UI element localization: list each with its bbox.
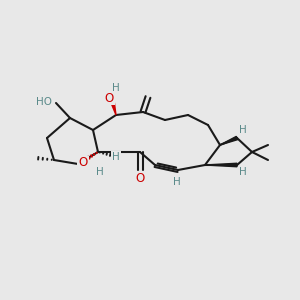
Text: H: H [173,177,181,187]
Text: H: H [112,83,120,93]
Text: H: H [239,125,247,135]
Text: O: O [78,157,88,169]
Text: O: O [104,92,114,104]
Text: HO: HO [36,97,52,107]
Polygon shape [205,163,237,167]
Polygon shape [110,100,116,115]
Text: O: O [135,172,145,185]
Text: H: H [112,152,120,162]
Polygon shape [220,136,238,145]
Text: H: H [96,167,104,177]
Text: H: H [239,167,247,177]
